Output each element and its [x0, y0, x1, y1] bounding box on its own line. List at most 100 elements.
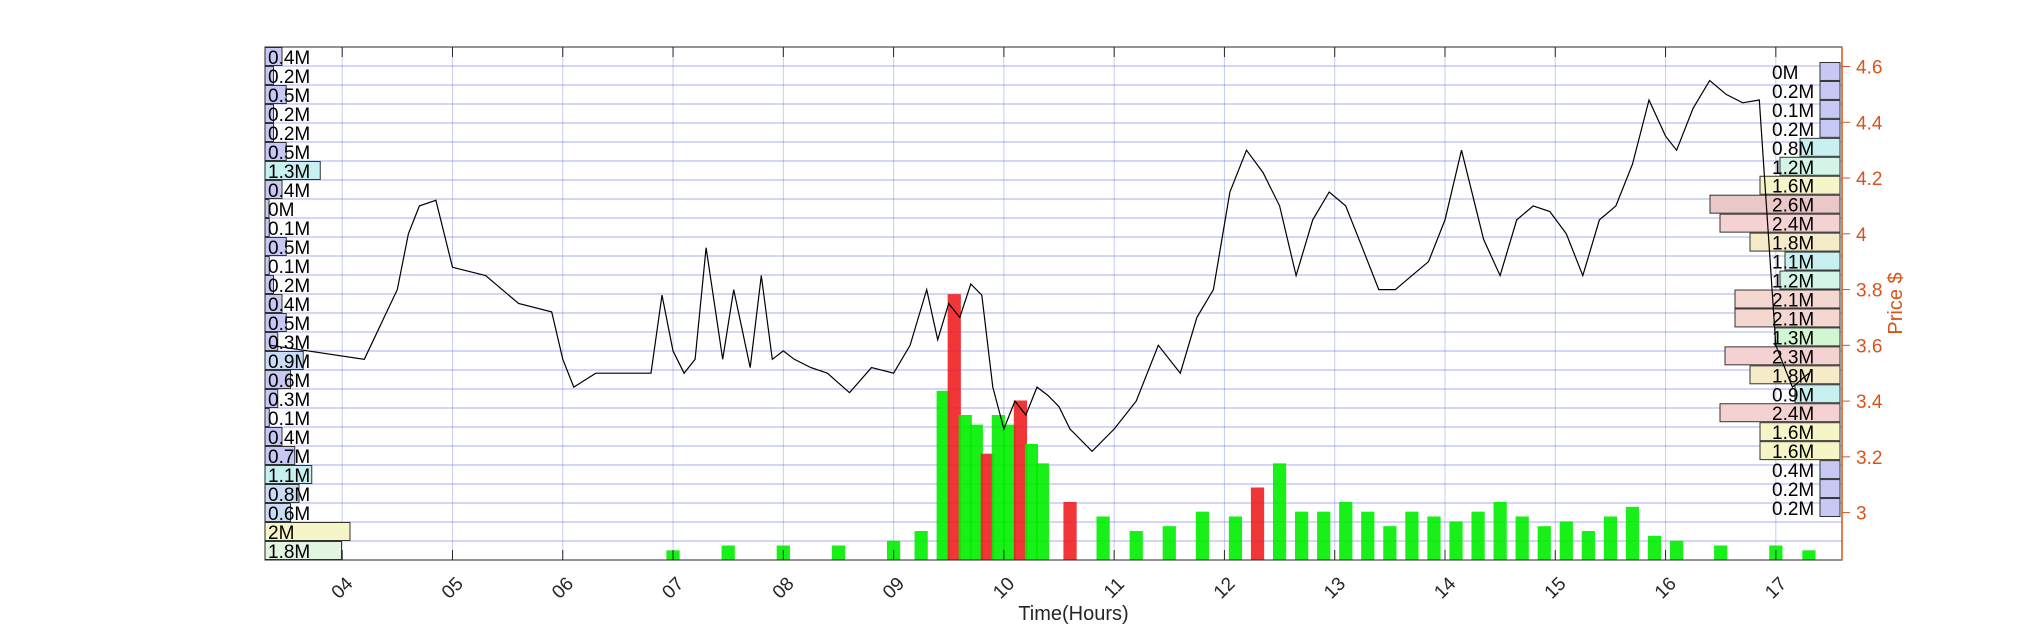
right-profile-label: 1.1M [1772, 253, 1814, 274]
x-tick-label: 13 [1320, 573, 1350, 603]
x-axis-ticks: 04 05 06 07 08 09 10 11 12 13 14 15 16 17 [328, 47, 1791, 603]
x-tick-label: 14 [1430, 573, 1460, 603]
left-profile-label: 0.3M [268, 333, 310, 354]
right-profile-bar [1724, 346, 1841, 366]
x-tick-label: 06 [548, 573, 578, 603]
x-axis-label: Time(Hours) [1018, 603, 1128, 625]
left-profile-label: 2M [268, 523, 294, 544]
price-series [270, 79, 1810, 453]
right-profile-label: 0.4M [1772, 461, 1814, 482]
left-profile-label: 0.9M [268, 352, 310, 373]
y-tick-label: 4.6 [1856, 58, 1882, 79]
volume-bar [1250, 487, 1265, 560]
left-profile-label: 0.2M [268, 124, 310, 145]
right-profile-label: 2.1M [1772, 309, 1814, 330]
left-profile-label: 0.1M [268, 257, 310, 278]
volume-bar [1228, 516, 1243, 560]
chart-grid [265, 46, 1842, 561]
left-profile-label: 0.5M [268, 143, 310, 164]
x-tick-label: 16 [1651, 573, 1681, 603]
left-profile-label: 0.2M [268, 67, 310, 88]
right-profile-bar [1759, 175, 1841, 195]
volume-bar [1802, 550, 1816, 560]
y-tick-label: 4.2 [1856, 169, 1882, 190]
x-tick-label: 12 [1210, 573, 1240, 603]
right-profile-bar [1784, 251, 1841, 271]
right-profile-bar [1734, 308, 1841, 328]
right-profile-label: 1.6M [1772, 423, 1814, 444]
left-volume-profile: 0.4M0.2M0.5M0.2M0.2M0.5M1.3M0.4M0M0.1M0.… [264, 47, 351, 563]
volume-bar [1035, 463, 1050, 560]
left-profile-label: 0.6M [268, 371, 310, 392]
right-profile-label: 0.2M [1772, 120, 1814, 141]
volume-bar [1669, 540, 1684, 560]
right-volume-profile: 0M0.2M0.1M0.2M0.8M1.2M1.6M2.6M2.4M1.8M1.… [1709, 62, 1841, 520]
x-tick-label: 04 [328, 573, 358, 603]
y-tick-label: 3 [1856, 504, 1867, 525]
left-profile-label: 0.4M [268, 181, 310, 202]
volume-bar [721, 545, 735, 560]
right-profile-label: 2.1M [1772, 290, 1814, 311]
right-profile-bar [1759, 441, 1841, 461]
volume-bar [914, 531, 928, 560]
right-profile-label: 1.8M [1772, 234, 1814, 255]
volume-bar [969, 424, 983, 560]
right-profile-label: 0M [1772, 63, 1798, 84]
volume-bar [991, 415, 1005, 560]
right-profile-bar [1749, 365, 1841, 385]
volume-bar [1195, 511, 1209, 560]
volume-bar [958, 415, 972, 560]
right-profile-label: 1.6M [1772, 442, 1814, 463]
right-profile-bar [1779, 270, 1841, 290]
x-tick-label: 17 [1761, 573, 1791, 603]
right-profile-label: 1.2M [1772, 272, 1814, 293]
volume-bar [1581, 531, 1595, 560]
right-profile-bar [1819, 460, 1841, 480]
right-profile-label: 2.6M [1772, 196, 1814, 217]
x-tick-label: 07 [658, 573, 688, 603]
x-tick-label: 05 [438, 573, 468, 603]
right-profile-label: 1.6M [1772, 177, 1814, 198]
right-profile-bar [1819, 80, 1841, 100]
left-profile-label: 0.1M [268, 219, 310, 240]
left-profile-label: 0.8M [268, 485, 310, 506]
left-profile-label: 0.5M [268, 314, 310, 335]
right-profile-label: 1.2M [1772, 158, 1814, 179]
y-axis-ticks: 3 3.2 3.4 3.6 3.8 4 4.2 4.4 4.6 [1841, 47, 1883, 560]
volume-bar [1559, 521, 1573, 560]
volume-bar [1129, 531, 1143, 560]
right-profile-label: 0.2M [1772, 499, 1814, 520]
left-profile-label: 0.2M [268, 105, 310, 126]
left-profile-label: 0.5M [268, 238, 310, 259]
y-tick-label: 3.8 [1856, 281, 1882, 302]
volume-bar [1272, 463, 1287, 560]
volume-bar [1427, 516, 1441, 560]
y-tick-label: 4 [1856, 225, 1867, 246]
y-tick-label: 4.4 [1856, 113, 1883, 134]
volume-bar [1361, 511, 1375, 560]
left-profile-label: 0.6M [268, 504, 310, 525]
right-profile-bar [1819, 479, 1841, 499]
right-profile-label: 1.3M [1772, 328, 1814, 349]
left-profile-label: 1.1M [268, 466, 310, 487]
volume-bar [1537, 526, 1551, 560]
y-axis-label: Price $ [1885, 272, 1907, 334]
right-profile-bar [1734, 289, 1841, 309]
right-profile-label: 1.8M [1772, 366, 1814, 387]
volume-bar [1449, 521, 1463, 560]
volume-bar [1493, 502, 1507, 560]
volume-bar [1625, 506, 1640, 560]
volume-bar [1603, 516, 1618, 560]
volume-bar [1647, 535, 1662, 560]
right-profile-bar [1719, 403, 1841, 423]
right-profile-bar [1819, 99, 1841, 119]
left-profile-label: 0.2M [268, 276, 310, 297]
volume-bar [980, 453, 994, 560]
y-tick-label: 3.4 [1856, 392, 1883, 413]
left-profile-label: 0.3M [268, 390, 310, 411]
volume-bar [1162, 526, 1176, 560]
left-profile-label: 0M [268, 200, 294, 221]
volume-bar [936, 390, 950, 560]
right-profile-label: 0.1M [1772, 101, 1814, 122]
